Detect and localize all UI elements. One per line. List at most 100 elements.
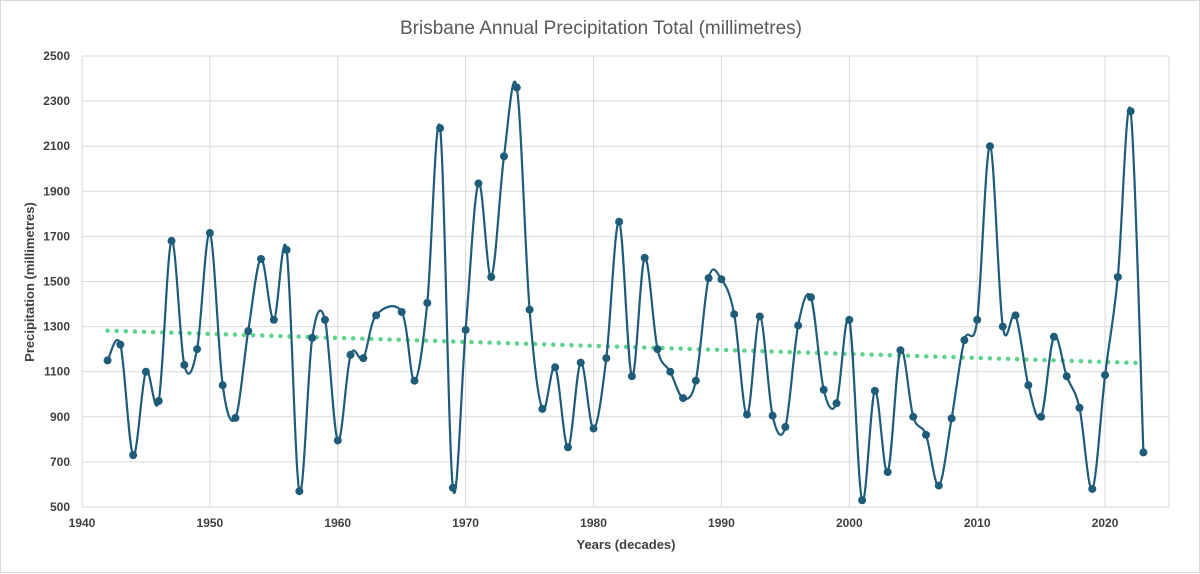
y-tick-label: 1100 <box>44 365 70 379</box>
data-point <box>525 305 534 314</box>
data-point <box>474 179 483 188</box>
chart-title: Brisbane Annual Precipitation Total (mil… <box>400 18 802 39</box>
data-point <box>500 152 509 161</box>
data-point <box>922 430 931 439</box>
data-point <box>781 422 790 431</box>
data-point <box>410 376 419 385</box>
data-point <box>666 367 675 376</box>
data-point <box>870 386 879 395</box>
data-point <box>193 345 202 354</box>
data-point <box>768 411 777 420</box>
data-point <box>640 253 649 262</box>
data-point <box>832 399 841 408</box>
data-point <box>717 275 726 284</box>
data-point <box>295 487 304 496</box>
data-point <box>1062 372 1071 381</box>
data-point <box>231 413 240 422</box>
y-tick-label: 2100 <box>43 139 70 153</box>
data-point <box>704 274 713 283</box>
data-point <box>141 367 150 376</box>
x-tick-label: 1950 <box>197 516 224 530</box>
data-point <box>615 217 624 226</box>
data-point <box>512 83 521 92</box>
y-tick-label: 900 <box>50 410 70 424</box>
y-tick-label: 2500 <box>43 49 70 63</box>
y-tick-label: 500 <box>50 500 70 514</box>
x-tick-label: 2020 <box>1092 516 1119 530</box>
data-point <box>1101 371 1110 380</box>
data-point <box>883 468 892 477</box>
data-point <box>1075 403 1084 412</box>
data-point <box>538 404 547 413</box>
data-point <box>985 142 994 151</box>
data-point <box>551 363 560 372</box>
data-point <box>436 124 445 133</box>
data-point <box>947 414 956 423</box>
data-point <box>1088 484 1097 493</box>
data-point <box>627 372 636 381</box>
data-point <box>858 496 867 505</box>
data-point <box>755 312 764 321</box>
data-point <box>269 315 278 324</box>
y-tick-label: 2300 <box>43 94 70 108</box>
data-point <box>691 376 700 385</box>
data-point <box>998 322 1007 331</box>
y-tick-label: 700 <box>50 455 70 469</box>
data-point <box>653 345 662 354</box>
x-tick-label: 1960 <box>324 516 351 530</box>
data-point <box>359 354 368 363</box>
data-point <box>1113 272 1122 281</box>
data-point <box>461 325 470 334</box>
data-point <box>308 333 317 342</box>
data-point <box>1126 107 1135 116</box>
data-point <box>333 436 342 445</box>
data-point <box>103 356 112 365</box>
data-point <box>320 315 329 324</box>
x-tick-label: 1940 <box>69 516 96 530</box>
y-tick-label: 1500 <box>43 275 70 289</box>
x-tick-label: 1970 <box>452 516 479 530</box>
data-point <box>602 354 611 363</box>
data-point <box>576 358 585 367</box>
x-tick-label: 1980 <box>580 516 607 530</box>
y-axis-title: Precipitation (millimetres) <box>22 202 37 362</box>
trendline <box>105 328 1146 366</box>
x-tick-label: 2000 <box>836 516 863 530</box>
data-point <box>372 311 381 320</box>
y-tick-label: 1900 <box>43 184 70 198</box>
data-point <box>487 272 496 281</box>
data-point <box>742 410 751 419</box>
x-tick-label: 1990 <box>708 516 735 530</box>
data-point <box>205 229 214 238</box>
data-point <box>1011 311 1020 320</box>
data-point <box>1024 381 1033 390</box>
data-point <box>116 340 125 349</box>
data-point <box>257 254 266 263</box>
data-point <box>1049 332 1058 341</box>
data-point <box>909 412 918 421</box>
data-point <box>973 315 982 324</box>
data-point <box>806 293 815 302</box>
data-point <box>563 443 572 452</box>
data-point <box>167 236 176 245</box>
data-point <box>180 360 189 369</box>
data-point <box>423 298 432 307</box>
data-point <box>1037 412 1046 421</box>
data-point <box>896 346 905 355</box>
x-tick-label: 2010 <box>964 516 991 530</box>
data-point <box>397 307 406 316</box>
data-point <box>794 321 803 330</box>
data-point <box>244 327 253 336</box>
data-point <box>819 385 828 394</box>
y-tick-label: 1300 <box>43 320 70 334</box>
data-point <box>346 350 355 359</box>
data-point <box>960 336 969 345</box>
data-point <box>934 481 943 490</box>
y-tick-label: 1700 <box>43 229 70 243</box>
data-point <box>1139 448 1148 457</box>
data-point <box>448 483 457 492</box>
data-point <box>730 310 739 319</box>
data-point <box>218 381 227 390</box>
